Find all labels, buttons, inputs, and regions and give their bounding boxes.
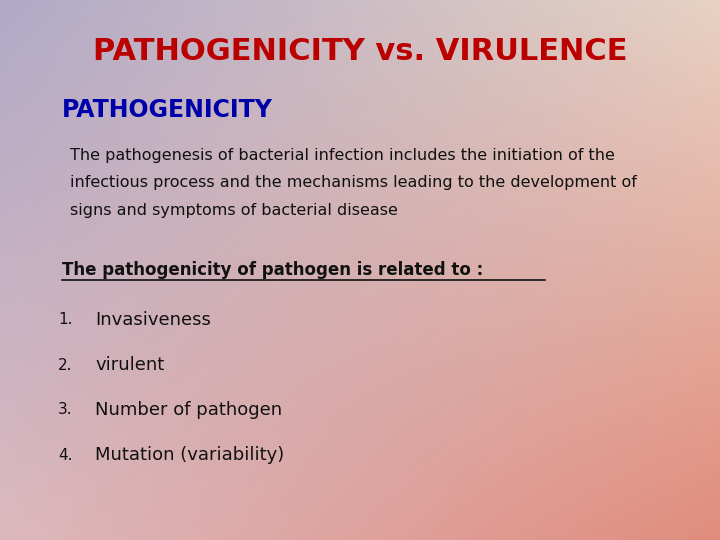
Text: Number of pathogen: Number of pathogen bbox=[95, 401, 282, 419]
Text: Mutation (variability): Mutation (variability) bbox=[95, 446, 284, 464]
Text: PATHOGENICITY vs. VIRULENCE: PATHOGENICITY vs. VIRULENCE bbox=[93, 37, 627, 66]
Text: The pathogenicity of pathogen is related to :: The pathogenicity of pathogen is related… bbox=[62, 261, 483, 279]
Text: 4.: 4. bbox=[58, 448, 73, 462]
Text: signs and symptoms of bacterial disease: signs and symptoms of bacterial disease bbox=[70, 204, 398, 219]
Text: 2.: 2. bbox=[58, 357, 73, 373]
Text: 1.: 1. bbox=[58, 313, 73, 327]
Text: 3.: 3. bbox=[58, 402, 73, 417]
Text: Invasiveness: Invasiveness bbox=[95, 311, 211, 329]
Text: The pathogenesis of bacterial infection includes the initiation of the: The pathogenesis of bacterial infection … bbox=[70, 147, 615, 163]
Text: infectious process and the mechanisms leading to the development of: infectious process and the mechanisms le… bbox=[70, 176, 637, 191]
Text: PATHOGENICITY: PATHOGENICITY bbox=[62, 98, 273, 122]
Text: virulent: virulent bbox=[95, 356, 164, 374]
